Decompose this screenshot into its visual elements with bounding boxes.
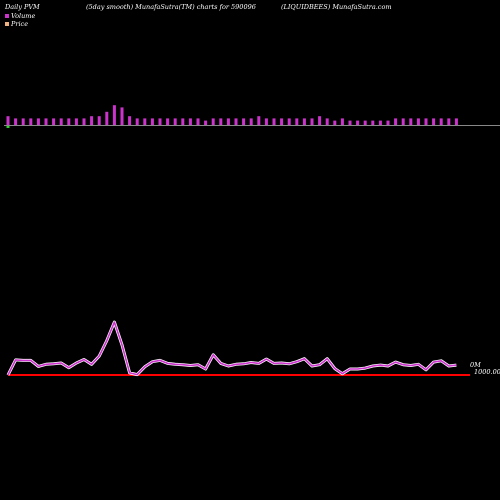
- volume-bar: [257, 116, 261, 125]
- volume-bar: [348, 120, 352, 125]
- volume-bar: [105, 111, 109, 125]
- volume-bar: [166, 118, 170, 125]
- volume-bar: [242, 118, 246, 125]
- volume-bar: [143, 118, 147, 125]
- volume-bar: [97, 116, 101, 125]
- volume-bar: [44, 118, 48, 125]
- volume-bar: [219, 118, 223, 125]
- volume-bar: [234, 118, 238, 125]
- volume-bar: [356, 120, 360, 125]
- volume-bar: [14, 118, 18, 125]
- volume-bar: [409, 118, 413, 125]
- volume-bar: [325, 118, 329, 125]
- volume-bar: [394, 118, 398, 125]
- volume-bar: [211, 118, 215, 125]
- volume-bar: [158, 118, 162, 125]
- volume-bar: [401, 118, 405, 125]
- volume-bar: [29, 118, 33, 125]
- volume-bar: [340, 118, 344, 125]
- legend-volume-swatch: [5, 14, 9, 18]
- volume-series: [4, 105, 500, 128]
- volume-bar: [386, 120, 390, 125]
- volume-bar: [249, 118, 253, 125]
- volume-bar: [302, 118, 306, 125]
- volume-bar: [52, 118, 56, 125]
- chart-header-left: Daily PVM: [5, 3, 40, 11]
- legend-volume-label: Volume: [11, 12, 36, 20]
- volume-bar: [264, 118, 268, 125]
- volume-bar: [36, 118, 40, 125]
- volume-bar: [6, 116, 10, 125]
- volume-bar: [67, 118, 71, 125]
- legend-price-label: Price: [11, 20, 29, 28]
- volume-bar: [173, 118, 177, 125]
- volume-bar: [295, 118, 299, 125]
- volume-bar: [196, 118, 200, 125]
- volume-bar: [181, 118, 185, 125]
- volume-bar: [280, 118, 284, 125]
- volume-bar: [432, 118, 436, 125]
- volume-bar: [120, 107, 124, 125]
- volume-bar: [59, 118, 63, 125]
- volume-bar: [318, 116, 322, 125]
- price-line: [7, 321, 457, 376]
- legend-price: Price: [5, 20, 28, 28]
- volume-bar: [128, 116, 132, 125]
- price-line-outline: [6, 320, 457, 377]
- volume-bar: [135, 118, 139, 125]
- volume-bar: [333, 120, 337, 125]
- volume-bar: [204, 120, 208, 125]
- volume-bar: [188, 118, 192, 125]
- volume-axis-label: 0M: [470, 361, 481, 369]
- volume-bar: [21, 118, 25, 125]
- legend-price-swatch: [5, 22, 9, 26]
- volume-down-bar: [6, 126, 10, 128]
- volume-bar: [439, 118, 443, 125]
- volume-bar: [90, 116, 94, 125]
- volume-bar: [424, 118, 428, 125]
- volume-bar: [287, 118, 291, 125]
- volume-bar: [416, 118, 420, 125]
- legend-volume: Volume: [5, 12, 35, 20]
- volume-bar: [150, 118, 154, 125]
- volume-bar: [82, 118, 86, 125]
- volume-bar: [226, 118, 230, 125]
- volume-bar: [378, 120, 382, 125]
- price-series: [6, 320, 470, 377]
- volume-bar: [371, 120, 375, 125]
- price-axis-label: 1000.00: [474, 368, 500, 376]
- chart-header-center: (5day smooth) MunafaSutra(TM) charts for…: [86, 3, 256, 11]
- volume-bar: [272, 118, 276, 125]
- volume-bar: [363, 120, 367, 125]
- volume-bar: [310, 118, 314, 125]
- volume-bar: [74, 118, 78, 125]
- volume-bar: [454, 118, 458, 125]
- volume-bar: [447, 118, 451, 125]
- chart-header-right: (LIQUIDBEES) MunafaSutra.com: [281, 3, 392, 11]
- volume-bar: [112, 105, 116, 125]
